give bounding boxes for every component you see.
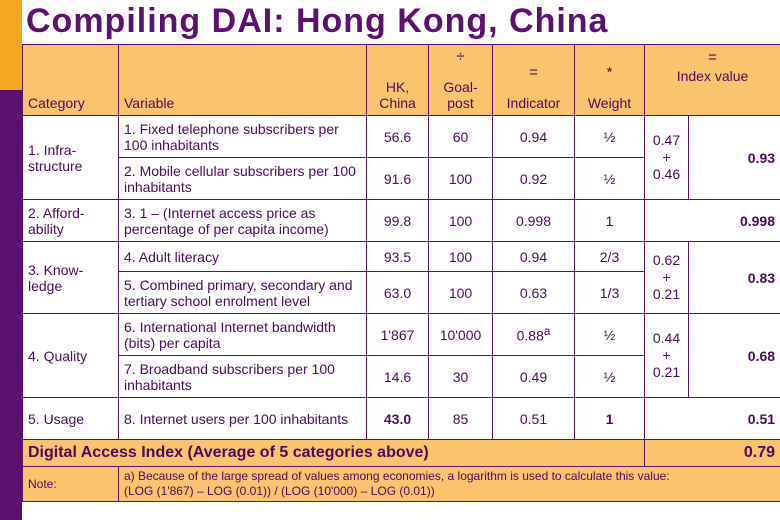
index-part-a: 0.47	[652, 132, 681, 148]
indicator-value: 0.92	[492, 157, 575, 200]
hk-value: 91.6	[366, 157, 429, 200]
equals-symbol: =	[529, 64, 538, 81]
index-part-a: 0.44	[652, 330, 681, 346]
equals-symbol: =	[708, 49, 717, 66]
hk-value: 1'867	[366, 313, 429, 356]
plus-sign: +	[662, 347, 671, 363]
indicator-value: 0.94	[492, 115, 575, 158]
goalpost-value: 100	[428, 271, 493, 314]
index-total: 0.93	[687, 115, 780, 200]
goalpost-value: 60	[428, 115, 493, 158]
variable-cell: 6. International Internet bandwidth (bit…	[118, 313, 367, 356]
indicator-value: 0.94	[492, 241, 575, 272]
table-row: 1. Infra-structure 1. Fixed telephone su…	[22, 115, 780, 200]
note-row: Note: a) Because of the large spread of …	[22, 466, 780, 502]
category-cell: 3. Know-ledge	[22, 241, 119, 314]
header-indicator: = Indicator	[492, 44, 575, 116]
multiply-symbol: *	[606, 64, 613, 81]
index-part-a: 0.62	[652, 252, 681, 268]
variable-cell: 8. Internet users per 100 inhabitants	[118, 397, 367, 440]
index-parts: 0.47 + 0.46	[644, 115, 689, 200]
variable-cell: 5. Combined primary, secondary and terti…	[118, 271, 367, 314]
header-weight: * Weight	[574, 44, 645, 116]
indicator-value: 0.51	[492, 397, 575, 440]
weight-value: 1	[574, 397, 645, 440]
left-purple-bar	[0, 90, 22, 520]
header-variable: Variable	[118, 44, 367, 116]
dai-table: Category Variable HK, China ÷ Goal-post =…	[22, 44, 780, 502]
variable-cell: 4. Adult literacy	[118, 241, 367, 272]
indicator-value: 0.49	[492, 355, 575, 398]
hk-value: 63.0	[366, 271, 429, 314]
variable-cell: 3. 1 – (Internet access price as percent…	[118, 199, 367, 242]
weight-value: 1	[574, 199, 645, 242]
dai-value: 0.79	[643, 439, 780, 467]
index-total: 0.51	[643, 397, 780, 440]
header-hk: HK, China	[366, 44, 429, 116]
table-row: 7. Broadband subscribers per 100 inhabit…	[23, 355, 780, 398]
plus-sign: +	[662, 269, 671, 285]
variable-cell: 7. Broadband subscribers per 100 inhabit…	[118, 355, 367, 398]
table-row: 3. Know-ledge 4. Adult literacy 93.5 100…	[22, 241, 780, 314]
header-goalpost-label: Goal-post	[443, 79, 478, 111]
page-title: Compiling DAI: Hong Kong, China	[26, 2, 609, 40]
table-row: 4. Quality 6. International Internet ban…	[22, 313, 780, 398]
dai-label: Digital Access Index (Average of 5 categ…	[22, 439, 645, 467]
weight-value: 1/3	[574, 271, 645, 314]
index-part-b: 0.46	[652, 166, 681, 182]
category-cell: 5. Usage	[22, 397, 119, 440]
index-total: 0.998	[643, 199, 780, 242]
table-row: 5. Usage 8. Internet users per 100 inhab…	[22, 397, 780, 440]
index-total: 0.83	[687, 241, 780, 314]
goalpost-value: 100	[428, 157, 493, 200]
note-line-1: a) Because of the large spread of values…	[124, 469, 670, 483]
header-category: Category	[22, 44, 119, 116]
variable-cell: 2. Mobile cellular subscribers per 100 i…	[118, 157, 367, 200]
table-row: 5. Combined primary, secondary and terti…	[23, 271, 780, 314]
goalpost-value: 10'000	[428, 313, 493, 356]
header-goalpost: ÷ Goal-post	[428, 44, 493, 116]
index-part-b: 0.21	[652, 286, 681, 302]
header-row: Category Variable HK, China ÷ Goal-post =…	[22, 44, 780, 116]
category-cell: 1. Infra-structure	[22, 115, 119, 200]
plus-sign: +	[662, 149, 671, 165]
table-row: 2. Mobile cellular subscribers per 100 i…	[23, 157, 780, 200]
hk-value: 99.8	[366, 199, 429, 242]
header-weight-label: Weight	[587, 95, 632, 111]
hk-value: 14.6	[366, 355, 429, 398]
goalpost-value: 100	[428, 199, 493, 242]
hk-value: 56.6	[366, 115, 429, 158]
weight-value: 2/3	[574, 241, 645, 272]
divide-symbol: ÷	[456, 48, 465, 65]
category-cell: 2. Afford-ability	[22, 199, 119, 242]
indicator-value: 0.88a	[492, 313, 575, 356]
weight-value: ½	[574, 355, 645, 398]
note-line-2: (LOG (1'867) – LOG (0.01)) / (LOG (10'00…	[124, 484, 435, 498]
indicator-value: 0.63	[492, 271, 575, 314]
indicator-value: 0.998	[492, 199, 575, 242]
index-total: 0.68	[687, 313, 780, 398]
category-cell: 4. Quality	[22, 313, 119, 398]
footnote-marker: a	[543, 325, 551, 339]
weight-value: ½	[574, 115, 645, 158]
goalpost-value: 85	[428, 397, 493, 440]
header-index: = Index value	[643, 44, 780, 116]
table-row: 2. Afford-ability 3. 1 – (Internet acces…	[22, 199, 780, 242]
goalpost-value: 30	[428, 355, 493, 398]
index-part-b: 0.21	[652, 364, 681, 380]
weight-value: ½	[574, 313, 645, 356]
hk-value: 43.0	[366, 397, 429, 440]
index-parts: 0.44 + 0.21	[644, 313, 689, 398]
goalpost-value: 100	[428, 241, 493, 272]
dai-row: Digital Access Index (Average of 5 categ…	[22, 439, 780, 467]
header-index-label: Index value	[676, 68, 749, 84]
note-text: a) Because of the large spread of values…	[117, 466, 780, 502]
header-indicator-label: Indicator	[506, 95, 561, 111]
note-label: Note:	[22, 466, 119, 502]
weight-value: ½	[574, 157, 645, 200]
variable-cell: 1. Fixed telephone subscribers per 100 i…	[118, 115, 367, 158]
hk-value: 93.5	[366, 241, 429, 272]
index-parts: 0.62 + 0.21	[644, 241, 689, 314]
indicator-number: 0.88	[516, 327, 544, 344]
